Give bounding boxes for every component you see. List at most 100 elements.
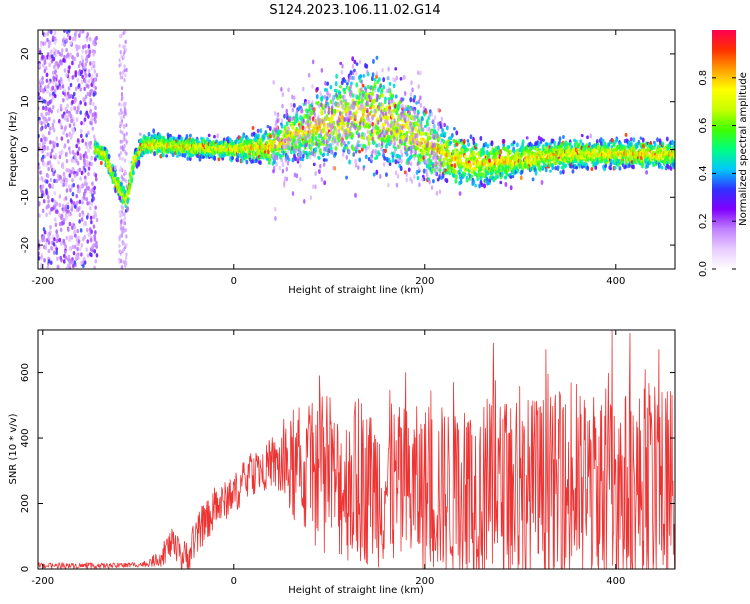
spectrogram-cell [65, 73, 68, 78]
spectrogram-cell [48, 160, 52, 165]
spectrogram-cell [57, 160, 60, 165]
spectrogram-cell [120, 121, 123, 126]
spectrogram-cell [120, 92, 124, 97]
spectrogram-cell [268, 126, 272, 132]
spectrogram-cell [118, 156, 122, 161]
spectrogram-cell [575, 166, 578, 170]
spectrogram-cell [267, 153, 270, 159]
spectrogram-cell [118, 34, 122, 39]
spectrogram-cell [241, 147, 245, 152]
spectrogram-cell [68, 65, 71, 70]
spectrogram-cell [54, 217, 57, 222]
spectrogram-cell [52, 171, 55, 177]
spectrogram-cell [82, 263, 85, 269]
spectrogram-cell [629, 137, 633, 142]
spectrogram-cell [301, 157, 305, 162]
spectrogram-cell [153, 151, 156, 157]
spectrogram-cell [63, 42, 66, 47]
spectrogram-cell [463, 172, 467, 177]
spectrogram-cell [334, 81, 338, 87]
spectrogram-cell [43, 41, 47, 46]
spectrogram-cell [71, 167, 75, 172]
spectrogram-cell [55, 229, 59, 234]
spectrogram-cell [80, 69, 84, 75]
spectrogram-cell [476, 152, 480, 156]
spectrogram-cell [382, 84, 386, 90]
spectrogram-cell [83, 117, 87, 122]
spectrogram-cell [70, 118, 74, 124]
spectrogram-cell [74, 73, 77, 78]
spectrogram-cell [119, 248, 122, 253]
spectrogram-cell [359, 74, 362, 79]
spectrogram-cell [373, 77, 377, 82]
spectrogram-cell [503, 168, 507, 173]
spectrogram-cell [74, 204, 77, 209]
spectrogram-cell [78, 199, 82, 205]
spectrogram-cell [339, 61, 343, 66]
spectrogram-cell [150, 149, 154, 154]
spectrogram-cell [279, 129, 283, 134]
spectrogram-cell [276, 151, 280, 156]
spectrogram-cell [367, 134, 371, 140]
spectrogram-cell [385, 106, 388, 112]
spectrogram-cell [453, 168, 457, 175]
spectrogram-cell [68, 184, 71, 189]
spectrogram-cell [125, 47, 128, 52]
spectrogram-cell [478, 183, 481, 189]
spectrogram-cell [62, 171, 66, 177]
spectrogram-cell [391, 93, 395, 99]
spectrogram-cell [39, 78, 42, 83]
spectrogram-cell [317, 156, 321, 160]
spectrogram-cell [499, 148, 503, 155]
spectrogram-cell [81, 236, 85, 242]
spectrogram-cell [409, 154, 413, 159]
spectrogram-cell [42, 162, 45, 167]
spectrogram-cell [545, 142, 549, 147]
spectrogram-cell [92, 196, 96, 201]
spectrogram-cell [375, 154, 379, 160]
spectrogram-cell [71, 99, 74, 105]
spectrogram-cell [84, 94, 88, 100]
spectrogram-cell [49, 260, 53, 265]
spectrogram-cell [465, 178, 469, 183]
spectrogram-cell [653, 142, 657, 147]
spectrogram-cell [453, 163, 457, 169]
spectrogram-cell [50, 148, 54, 153]
spectrogram-cell [613, 165, 617, 170]
spectrogram-cell [339, 85, 342, 89]
spectrogram-cell [358, 149, 362, 154]
spectrogram-cell [324, 134, 327, 140]
spectrogram-cell [63, 88, 66, 93]
spectrogram-cell [395, 132, 399, 137]
spectrogram-cell [351, 132, 354, 139]
spectrogram-cell [121, 177, 125, 182]
spectrogram-cell [90, 229, 93, 234]
spectrogram-cell [51, 54, 54, 59]
spectrogram-cell [60, 48, 64, 53]
spectrogram-cell [42, 88, 45, 94]
spectrogram-cell [94, 230, 97, 235]
spectrogram-cell [484, 168, 488, 174]
spectrogram-cell [95, 217, 99, 223]
spectrogram-cell [68, 35, 72, 41]
spectrogram-cell [43, 99, 46, 104]
spectrogram-cell [119, 151, 123, 156]
spectrogram-cell [384, 148, 387, 154]
spectrogram-cell [355, 130, 359, 136]
spectrogram-cell [72, 201, 76, 206]
spectrogram-cell [56, 264, 60, 269]
spectrogram-cell [62, 217, 66, 223]
spectrogram-cell [358, 157, 362, 163]
spectrogram-cell [52, 91, 55, 96]
spectrogram-cell [632, 164, 635, 170]
spectrogram-cell [118, 235, 121, 240]
spectrogram-cell [51, 197, 54, 203]
spectrogram-cell [92, 224, 96, 229]
spectrogram-cell [45, 72, 49, 78]
spectrogram-cell [314, 135, 318, 140]
spectrogram-cell [93, 77, 97, 82]
spectrogram-cell [122, 220, 125, 225]
spectrogram-cell [51, 183, 54, 188]
spectrogram-cell [490, 140, 494, 147]
spectrogram-cell [83, 98, 86, 103]
